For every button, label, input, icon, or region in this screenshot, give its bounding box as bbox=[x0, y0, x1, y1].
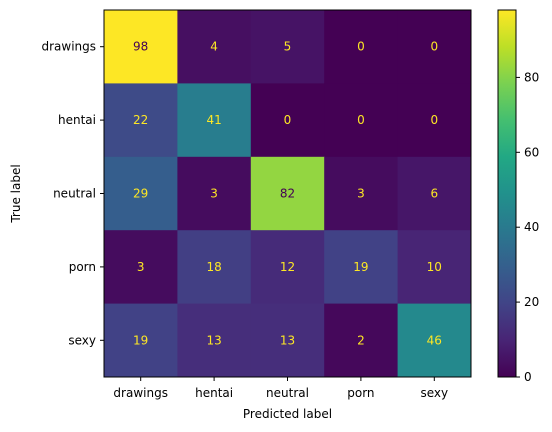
cell-value-label: 41 bbox=[206, 113, 221, 127]
cell-value-label: 22 bbox=[133, 113, 148, 127]
cell-value-label: 46 bbox=[427, 333, 442, 347]
cell-value-label: 3 bbox=[137, 260, 145, 274]
heatmap-cell bbox=[324, 156, 399, 231]
y-tick-label: drawings bbox=[41, 40, 96, 54]
heatmap-cell bbox=[177, 83, 252, 158]
colorbar-tick-label: 80 bbox=[524, 70, 539, 84]
heatmap-cell bbox=[397, 83, 472, 158]
y-tick-label: hentai bbox=[58, 113, 96, 127]
y-tick-label: porn bbox=[69, 260, 96, 274]
heatmap-cell bbox=[177, 156, 252, 231]
y-tick-label: neutral bbox=[53, 187, 96, 201]
heatmap-cell bbox=[250, 10, 325, 84]
heatmap-cell bbox=[250, 230, 325, 305]
cell-value-label: 0 bbox=[357, 113, 365, 127]
heatmap-cell bbox=[397, 156, 472, 231]
cell-value-label: 3 bbox=[210, 187, 218, 201]
cell-value-label: 0 bbox=[430, 40, 438, 54]
heatmap-cell bbox=[250, 303, 325, 378]
colorbar-tick-label: 0 bbox=[524, 370, 532, 384]
cell-value-label: 18 bbox=[206, 260, 221, 274]
cell-value-label: 19 bbox=[353, 260, 368, 274]
y-axis-title: True label bbox=[9, 164, 23, 223]
cell-value-label: 0 bbox=[430, 113, 438, 127]
heatmap-cell bbox=[397, 230, 472, 305]
heatmap-cells: 98 4 5 0 0 22 41 0 0 0 29 3 82 3 6 3 18 12 19 10 19 13 13 2 46 bbox=[104, 10, 472, 378]
heatmap-cell bbox=[324, 303, 399, 378]
cell-value-label: 29 bbox=[133, 187, 148, 201]
cell-value-label: 12 bbox=[280, 260, 295, 274]
cell-value-label: 98 bbox=[133, 40, 148, 54]
cell-value-label: 4 bbox=[210, 40, 218, 54]
cell-value-label: 0 bbox=[357, 40, 365, 54]
cell-value-label: 3 bbox=[357, 187, 365, 201]
cell-value-label: 82 bbox=[280, 187, 295, 201]
heatmap-cell bbox=[324, 83, 399, 158]
cell-value-label: 0 bbox=[284, 113, 292, 127]
heatmap-cell bbox=[177, 230, 252, 305]
heatmap-cell bbox=[104, 83, 178, 158]
cell-value-label: 13 bbox=[280, 333, 295, 347]
x-tick-label: hentai bbox=[195, 386, 233, 400]
heatmap-cell bbox=[104, 230, 178, 305]
cell-value-label: 6 bbox=[430, 187, 438, 201]
colorbar-tick-label: 60 bbox=[524, 145, 539, 159]
heatmap-cell bbox=[397, 303, 472, 378]
heatmap-cell bbox=[177, 10, 252, 84]
cell-value-label: 10 bbox=[427, 260, 442, 274]
heatmap-cell bbox=[324, 230, 399, 305]
heatmap-cell bbox=[104, 156, 178, 231]
y-tick-label: sexy bbox=[68, 333, 96, 347]
heatmap-cell bbox=[250, 156, 325, 231]
cell-value-label: 5 bbox=[284, 40, 292, 54]
x-axis-title: Predicted label bbox=[243, 407, 332, 421]
heatmap-cell bbox=[177, 303, 252, 378]
x-tick-label: neutral bbox=[266, 386, 309, 400]
cell-value-label: 13 bbox=[206, 333, 221, 347]
x-tick-label: drawings bbox=[113, 386, 168, 400]
x-tick-label: porn bbox=[347, 386, 374, 400]
x-axis-ticks: drawings hentai neutral porn sexy bbox=[113, 377, 448, 400]
heatmap-cell bbox=[104, 303, 178, 378]
heatmap-cell bbox=[250, 83, 325, 158]
colorbar-tick-label: 40 bbox=[524, 220, 539, 234]
colorbar bbox=[497, 9, 517, 378]
colorbar-tick-label: 20 bbox=[524, 295, 539, 309]
cell-value-label: 2 bbox=[357, 333, 365, 347]
colorbar-ticks: 0 20 40 60 80 bbox=[516, 70, 539, 384]
x-tick-label: sexy bbox=[420, 386, 448, 400]
heatmap-cell bbox=[104, 10, 178, 84]
cell-value-label: 19 bbox=[133, 333, 148, 347]
y-axis-ticks: drawings hentai neutral porn sexy bbox=[41, 40, 104, 347]
heatmap-cell bbox=[397, 10, 472, 84]
heatmap-cell bbox=[324, 10, 399, 84]
